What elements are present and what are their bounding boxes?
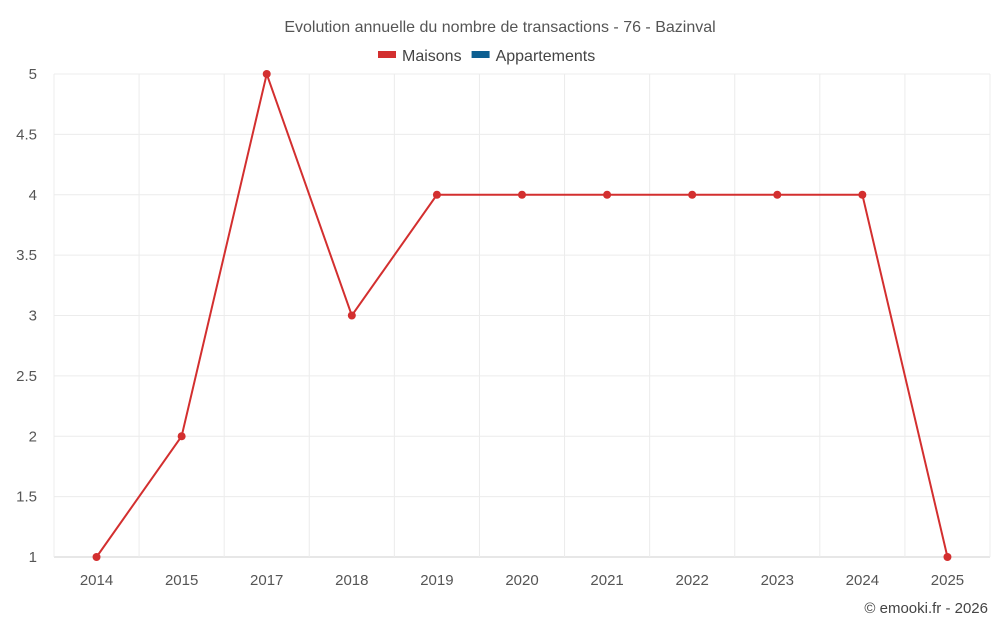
y-tick-label: 4 xyxy=(29,187,37,204)
y-tick-label: 4.5 xyxy=(16,126,37,143)
y-axis: 1 1.5 2 2.5 3 3.5 4 4.5 5 xyxy=(16,66,37,566)
data-point xyxy=(518,190,526,199)
x-tick-label: 2019 xyxy=(420,572,453,589)
x-tick-label: 2023 xyxy=(761,572,794,589)
legend-label: Maisons xyxy=(402,48,462,65)
y-tick-label: 3 xyxy=(29,308,37,325)
credit: © emooki.fr - 2026 xyxy=(864,600,988,617)
grid xyxy=(53,73,991,558)
x-tick-label: 2024 xyxy=(846,572,879,589)
x-tick-label: 2014 xyxy=(80,572,113,589)
x-tick-label: 2021 xyxy=(590,572,623,589)
legend-swatch xyxy=(471,51,490,58)
data-point xyxy=(688,190,697,199)
y-tick-label: 3.5 xyxy=(16,247,37,264)
data-point xyxy=(432,190,441,199)
data-point xyxy=(773,190,782,199)
x-tick-label: 2018 xyxy=(335,572,368,589)
y-tick-label: 2.5 xyxy=(16,368,37,385)
y-tick-label: 5 xyxy=(29,66,37,83)
x-tick-label: 2020 xyxy=(505,572,538,589)
chart-title: Evolution annuelle du nombre de transact… xyxy=(284,19,715,36)
data-point xyxy=(858,190,867,199)
data-point xyxy=(943,553,952,561)
y-tick-label: 1.5 xyxy=(16,489,37,506)
x-tick-label: 2025 xyxy=(931,572,964,589)
data-point xyxy=(603,190,612,199)
legend-swatch xyxy=(378,51,396,58)
x-tick-label: 2017 xyxy=(250,572,283,589)
legend-label: Appartements xyxy=(496,48,596,65)
series-layer xyxy=(92,70,952,561)
x-axis: 2014 2015 2017 2018 2019 2020 2021 2022 2023 2024… xyxy=(80,572,964,589)
data-point xyxy=(262,70,271,78)
data-point xyxy=(347,311,356,320)
legend: Maisons Appartements xyxy=(378,48,595,65)
y-tick-label: 2 xyxy=(29,428,37,445)
x-tick-label: 2022 xyxy=(675,572,708,589)
data-point xyxy=(92,553,101,561)
data-point xyxy=(177,432,186,441)
x-tick-label: 2015 xyxy=(165,572,198,589)
y-tick-label: 1 xyxy=(29,549,37,566)
